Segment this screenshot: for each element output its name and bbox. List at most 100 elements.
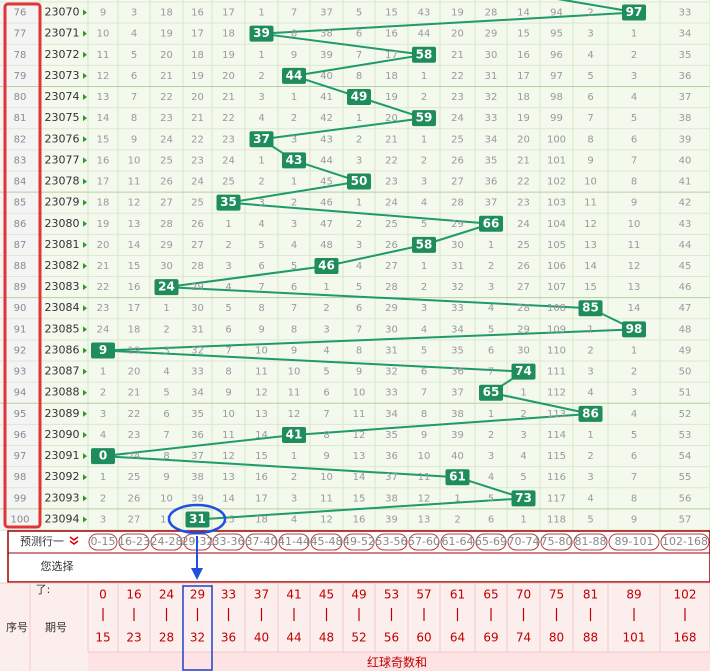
miss-value: 18	[128, 324, 141, 335]
highlight-index	[3, 2, 42, 529]
predict-option: 81-88	[575, 535, 607, 548]
period-icon	[83, 30, 87, 37]
miss-value: 4	[291, 514, 297, 525]
zone-from: 70	[516, 588, 531, 602]
miss-value: 38	[451, 409, 464, 420]
predict-option-box	[245, 533, 278, 551]
miss-value: 95	[550, 29, 563, 40]
miss-value: 23	[128, 430, 141, 441]
miss-value: 48	[679, 324, 692, 335]
miss-value: 4	[356, 261, 362, 272]
period-icon	[83, 410, 87, 417]
miss-value: 11	[288, 388, 301, 399]
miss-value: 4	[225, 282, 231, 293]
miss-value: 9	[131, 134, 137, 145]
period-icon	[83, 241, 87, 248]
miss-value: 2	[421, 92, 427, 103]
miss-value: 4	[100, 430, 106, 441]
miss-value: 24	[517, 219, 530, 230]
miss-value: 13	[255, 409, 268, 420]
miss-value: 32	[191, 345, 204, 356]
miss-value: 3	[631, 388, 637, 399]
miss-value: 21	[385, 134, 398, 145]
miss-value: 4	[631, 409, 637, 420]
miss-value: 19	[128, 345, 141, 356]
miss-value: 4	[520, 451, 526, 462]
predict-option: 57-60	[408, 535, 440, 548]
miss-value: 14	[255, 430, 268, 441]
miss-value: 19	[160, 29, 173, 40]
period-icon	[83, 178, 87, 185]
miss-value: 40	[320, 71, 333, 82]
miss-value: 5	[163, 388, 169, 399]
sum-box	[412, 110, 436, 127]
miss-value: 24	[128, 451, 141, 462]
miss-value: 99	[550, 113, 563, 124]
miss-value: 7	[587, 113, 593, 124]
miss-value: 98	[550, 92, 563, 103]
miss-value: 22	[160, 92, 173, 103]
miss-value: 4	[291, 240, 297, 251]
sum-box	[347, 173, 371, 190]
miss-value: 5	[488, 493, 494, 504]
miss-value: 18	[255, 514, 268, 525]
miss-value: 6	[356, 303, 362, 314]
miss-value: 2	[100, 388, 106, 399]
miss-value: 5	[356, 282, 362, 293]
miss-value: 29	[517, 324, 530, 335]
miss-value: 37	[679, 92, 692, 103]
miss-value: 6	[258, 261, 264, 272]
miss-value: 42	[320, 113, 333, 124]
miss-value: 11	[97, 50, 110, 61]
miss-value: 19	[451, 8, 464, 19]
predict-option-box	[573, 533, 608, 551]
zone-from: 29	[190, 588, 205, 602]
predict-option-box	[540, 533, 573, 551]
sum-box	[578, 405, 603, 422]
miss-value: 2	[323, 303, 329, 314]
predict-option-box	[212, 533, 245, 551]
miss-value: 106	[547, 261, 566, 272]
miss-value: 51	[679, 388, 692, 399]
miss-value: 6	[163, 409, 169, 420]
miss-value: 10	[320, 472, 333, 483]
miss-value: 35	[191, 409, 204, 420]
trend-line-top	[557, 0, 635, 13]
miss-value: 19	[97, 219, 110, 230]
sum-value: 43	[286, 153, 303, 167]
predict-option-box	[343, 533, 375, 551]
sum-box	[154, 279, 179, 296]
miss-value: 4	[587, 493, 593, 504]
predict-option: 33-36	[213, 535, 245, 548]
miss-value: 109	[547, 324, 566, 335]
miss-value: 118	[547, 514, 566, 525]
period-icon	[83, 516, 87, 523]
sum-value: 50	[351, 174, 368, 188]
miss-value: 16	[385, 29, 398, 40]
zone-to: 101	[623, 631, 646, 645]
miss-value: 31	[191, 324, 204, 335]
miss-value: 6	[421, 367, 427, 378]
miss-value: 10	[160, 493, 173, 504]
miss-value: 36	[385, 451, 398, 462]
miss-value: 3	[100, 514, 106, 525]
miss-value: 28	[451, 198, 464, 209]
miss-value: 6	[356, 29, 362, 40]
miss-value: 24	[451, 113, 464, 124]
miss-value: 1	[291, 451, 297, 462]
miss-value: 7	[258, 282, 264, 293]
miss-value: 94	[550, 8, 563, 19]
header-note: 了:	[36, 583, 51, 596]
miss-value: 12	[320, 514, 333, 525]
miss-value: 3	[163, 345, 169, 356]
row-index: 87	[14, 240, 27, 251]
sum-value: 97	[626, 5, 643, 19]
miss-value: 5	[587, 71, 593, 82]
miss-value: 3	[587, 367, 593, 378]
miss-value: 23	[160, 113, 173, 124]
row-index: 78	[14, 50, 27, 61]
sum-box	[412, 236, 436, 253]
sum-value: 85	[582, 301, 599, 315]
miss-value: 35	[451, 345, 464, 356]
miss-value: 34	[385, 409, 398, 420]
